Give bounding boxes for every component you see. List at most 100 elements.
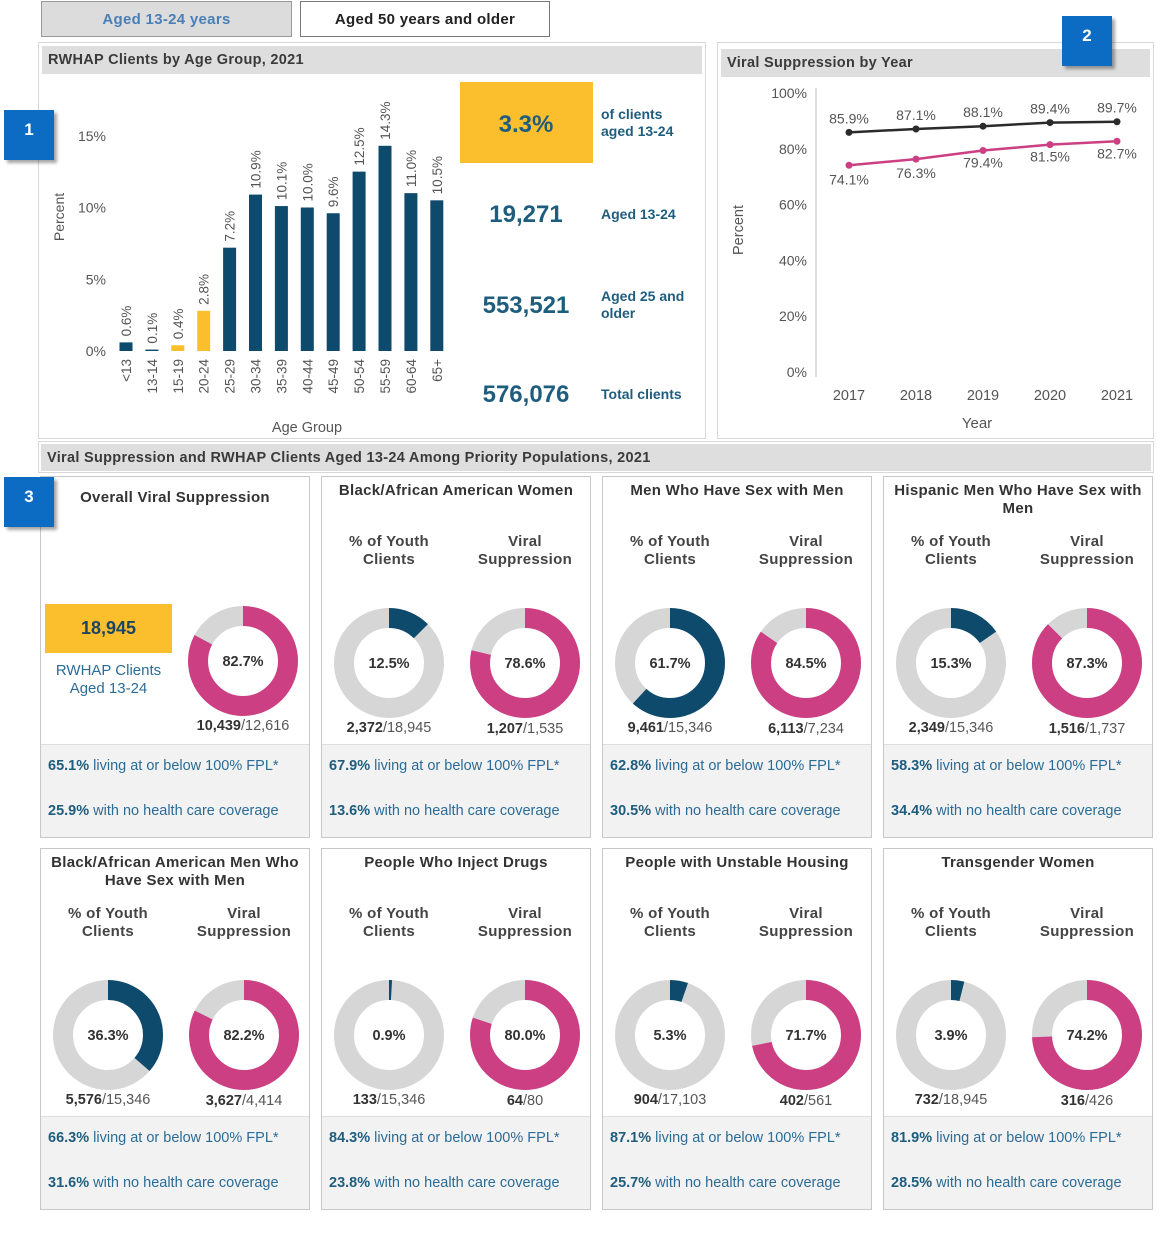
line-ylabel: Percent (731, 205, 747, 255)
youth-donut[interactable]: 15.3% (891, 603, 1011, 723)
card-title: Hispanic Men Who Have Sex with Men (894, 482, 1142, 517)
bar-value-label: 7.2% (223, 211, 238, 242)
tab-aged-50-older[interactable]: Aged 50 years and older (300, 1, 550, 37)
line-point[interactable] (979, 146, 987, 154)
bar-value-label: 14.3% (378, 102, 393, 140)
line-point[interactable] (1113, 118, 1121, 126)
youth-donut[interactable]: 0.9% (329, 975, 449, 1095)
line-point[interactable] (1046, 141, 1054, 149)
no-coverage-line: 13.6% with no health care coverage (329, 803, 560, 819)
donut-center-label: 82.2% (223, 1028, 264, 1044)
bar-35-39[interactable] (274, 206, 288, 351)
line-point-label: 89.7% (1097, 100, 1137, 116)
donut-fill (1032, 980, 1142, 1090)
viral-donut[interactable]: 87.3% (1027, 603, 1147, 723)
card-people-who-inject-drugs[interactable]: People Who Inject Drugs % of Youth Client… (321, 848, 591, 1210)
bar-50-54[interactable] (352, 171, 366, 351)
card-transgender-women[interactable]: Transgender Women % of Youth Clients Viral… (883, 848, 1153, 1210)
no-coverage-percent: 25.9% (48, 803, 90, 819)
donut-center-label: 78.6% (504, 656, 545, 672)
youth-donut[interactable]: 5.3% (610, 975, 730, 1095)
line-point[interactable] (979, 122, 987, 130)
line-point[interactable] (1046, 119, 1054, 127)
donut-fill (189, 980, 299, 1090)
bar-55-59[interactable] (378, 145, 392, 351)
line-point[interactable] (845, 161, 853, 169)
youth-donut[interactable]: 36.3% (48, 975, 168, 1095)
card-overall-viral-suppression[interactable]: Overall Viral Suppression 18,945 RWHAP Cli… (40, 476, 310, 838)
card-title: Black/African American Men Who Have Sex … (51, 854, 299, 889)
kpi-aged-13-24-value: 19,271 (489, 201, 563, 228)
card-black-african-american-women[interactable]: Black/African American Women % of Youth C… (321, 476, 591, 838)
line-point[interactable] (1113, 137, 1121, 145)
bar-13-14[interactable] (145, 349, 159, 351)
line-point[interactable] (845, 128, 853, 136)
card-hispanic-men-who-have-sex-with-men[interactable]: Hispanic Men Who Have Sex with Men % of Y… (883, 476, 1153, 838)
donut-fill (470, 608, 580, 718)
line-xtick-label: 2019 (967, 388, 999, 404)
youth-donut[interactable]: 12.5% (329, 603, 449, 723)
card-footer: 87.1% living at or below 100% FPL* 25.7% … (603, 1116, 871, 1209)
overall-viral-donut[interactable]: 82.7% (183, 601, 303, 721)
line-point-label: 79.4% (963, 154, 1003, 170)
viral-donut[interactable]: 84.5% (746, 603, 866, 723)
donut-center-label: 36.3% (87, 1028, 128, 1044)
bar-category-label: 25-29 (223, 359, 238, 394)
tab-aged-13-24[interactable]: Aged 13-24 years (41, 1, 292, 37)
bar-ytick-label: 15% (78, 128, 106, 144)
card-footer: 84.3% living at or below 100% FPL* 23.8% … (322, 1116, 590, 1209)
viral-donut[interactable]: 74.2% (1027, 975, 1147, 1095)
line-point[interactable] (912, 155, 920, 163)
fpl-line: 81.9% living at or below 100% FPL* (891, 1130, 1122, 1146)
ratio-numerator: 6,113 (768, 721, 804, 737)
marker-2: 2 (1062, 16, 1112, 66)
ratio-numerator: 133 (352, 1092, 377, 1108)
bar-value-label: 0.6% (119, 306, 134, 337)
viral-subheading: Viral Suppression (477, 533, 573, 568)
bar-65+[interactable] (430, 200, 444, 351)
ratio-numerator: 2,372 (346, 720, 383, 736)
donut-fill (334, 980, 444, 1090)
bar-ylabel: Percent (51, 193, 67, 241)
bar-45-49[interactable] (326, 213, 340, 351)
line-point[interactable] (912, 125, 920, 133)
donut-fill (188, 606, 298, 716)
youth-donut[interactable]: 3.9% (891, 975, 1011, 1095)
client-count-label: RWHAP Clients Aged 13-24 (55, 662, 162, 697)
bar-20-24[interactable] (197, 310, 211, 351)
viral-ratio: 1,516/1,737 (1048, 721, 1126, 737)
priority-section-header: Viral Suppression and RWHAP Clients Aged… (38, 441, 1154, 473)
card-people-with-unstable-housing[interactable]: People with Unstable Housing % of Youth C… (602, 848, 872, 1210)
ratio-numerator: 2,349 (908, 720, 945, 736)
fpl-percent: 84.3% (329, 1130, 371, 1146)
donut-fill (896, 608, 1006, 718)
card-black-african-american-men-who-have-sex-with-men[interactable]: Black/African American Men Who Have Sex … (40, 848, 310, 1210)
line-ytick-label: 40% (779, 252, 807, 268)
donut-center-label: 82.7% (222, 654, 263, 670)
bar-15-19[interactable] (171, 345, 185, 351)
bar-xlabel: Age Group (272, 420, 342, 436)
bar-60-64[interactable] (404, 193, 418, 351)
bar-40-44[interactable] (300, 207, 314, 352)
no-coverage-line: 30.5% with no health care coverage (610, 803, 841, 819)
line-point-label: 85.9% (829, 110, 869, 126)
line-ytick-label: 0% (787, 364, 807, 380)
viral-donut[interactable]: 71.7% (746, 975, 866, 1095)
marker-1: 1 (4, 110, 54, 160)
bar-25-29[interactable] (223, 247, 237, 351)
ratio-numerator: 9,461 (627, 720, 664, 736)
viral-ratio: 3,627/4,414 (205, 1093, 283, 1109)
bar-value-label: 12.5% (352, 127, 367, 165)
bar-value-label: 10.1% (274, 162, 289, 200)
youth-donut[interactable]: 61.7% (610, 603, 730, 723)
fpl-percent: 62.8% (610, 758, 652, 774)
viral-donut[interactable]: 80.0% (465, 975, 585, 1095)
viral-donut[interactable]: 78.6% (465, 603, 585, 723)
card-men-who-have-sex-with-men[interactable]: Men Who Have Sex with Men % of Youth Clie… (602, 476, 872, 838)
bar-30-34[interactable] (249, 194, 262, 351)
card-title: People Who Inject Drugs (364, 854, 548, 871)
line-point-label: 76.3% (896, 165, 936, 181)
donut-fill (334, 608, 444, 718)
viral-donut[interactable]: 82.2% (184, 975, 304, 1095)
bar-<13[interactable] (119, 342, 133, 351)
